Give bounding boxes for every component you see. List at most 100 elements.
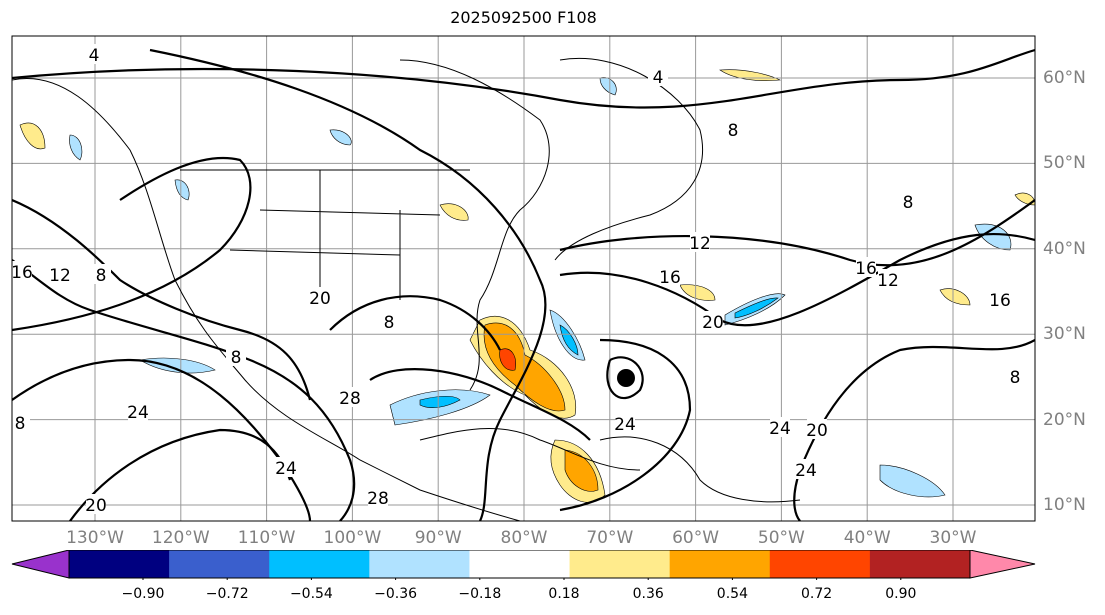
- longitude-label: 90°W: [414, 528, 462, 548]
- shaded-region: [1014, 192, 1035, 206]
- latitude-label: 10°N: [1043, 495, 1086, 515]
- colorbar: [11, 550, 1036, 580]
- contour-label: 8: [384, 313, 395, 333]
- contour-label: 24: [769, 419, 791, 439]
- colorbar-segment: [269, 550, 370, 578]
- longitude-label: 40°W: [843, 528, 891, 548]
- longitude-label: 100°W: [323, 528, 382, 548]
- contour-label-bg: [770, 417, 790, 437]
- shaded-region: [719, 69, 782, 81]
- shaded-region: [419, 395, 461, 409]
- contour-label: 20: [309, 289, 331, 309]
- contour-label-bg: [796, 459, 816, 479]
- shaded-region: [439, 203, 469, 221]
- longitude-label: 80°W: [500, 528, 548, 548]
- latitude-label: 30°N: [1043, 324, 1086, 345]
- latitude-label: 40°N: [1043, 238, 1086, 259]
- contour-label: 8: [231, 348, 242, 368]
- longitude-label: 30°W: [929, 528, 977, 548]
- latitude-label: 60°N: [1043, 68, 1086, 88]
- contour-label-bg: [615, 413, 635, 433]
- contour-label-bg: [226, 346, 246, 366]
- shaded-region: [329, 129, 352, 146]
- colorbar-segment: [69, 550, 170, 578]
- contour-label-bg: [340, 387, 360, 407]
- contour-label-bg: [379, 311, 399, 331]
- contour-label-bg: [84, 44, 104, 64]
- contour-label-bg: [648, 66, 668, 86]
- colorbar-segment: [769, 550, 871, 578]
- longitude-label: 110°W: [237, 528, 296, 548]
- contour-label: 8: [1010, 368, 1021, 388]
- geopotential-contours: [12, 48, 1035, 521]
- colorbar-tick-label: −0.54: [289, 586, 333, 602]
- shaded-region: [483, 322, 566, 412]
- shaded-region: [734, 297, 779, 319]
- contour-label-bg: [12, 261, 32, 281]
- longitude-label: 120°W: [151, 528, 210, 548]
- contour-label: 16: [855, 259, 877, 279]
- shaded-region: [19, 122, 46, 150]
- colorbar-segment: [169, 550, 270, 578]
- contour-label: 16: [659, 268, 681, 288]
- contour-label-bg: [1005, 366, 1025, 386]
- contour-label-bg: [50, 264, 70, 284]
- colorbar-tick-label: −0.18: [458, 586, 502, 602]
- coastlines: [12, 58, 801, 521]
- latitude-label: 20°N: [1043, 409, 1086, 430]
- colorbar-extend-low: [11, 550, 70, 579]
- contour-label-bg: [128, 401, 148, 421]
- contour-label: 12: [689, 234, 711, 254]
- contour-label-bg: [276, 457, 296, 477]
- longitude-label: 60°W: [672, 528, 720, 548]
- colorbar-segment: [669, 550, 771, 578]
- colorbar-tick-label: −0.36: [374, 586, 418, 602]
- contour-label: 20: [806, 421, 828, 441]
- shaded-region: [499, 348, 516, 371]
- map-frame: [11, 35, 1036, 522]
- contour-label-bg: [310, 287, 330, 307]
- contour-label: 16: [989, 291, 1011, 311]
- shaded-region: [599, 77, 617, 96]
- longitude-label: 70°W: [586, 528, 634, 548]
- colorbar-tick-label: 0.54: [716, 586, 748, 602]
- colorbar-segment: [369, 550, 470, 578]
- colorbar-tick-label: −0.90: [121, 586, 165, 602]
- contour-label-bg: [703, 311, 723, 331]
- colorbar-extend-high: [969, 550, 1036, 579]
- contour-label-bg: [91, 264, 111, 284]
- contour-label: 4: [653, 68, 664, 88]
- contour-label-bg: [990, 289, 1010, 309]
- contour-label: 20: [85, 496, 107, 516]
- colorbar-outline: [68, 550, 971, 579]
- shaded-region: [139, 357, 216, 374]
- contour-label: 12: [877, 271, 899, 291]
- contour-label: 16: [11, 263, 33, 283]
- contour-label: 20: [702, 313, 724, 333]
- shaded-region: [939, 288, 971, 306]
- contour-label: 8: [15, 414, 26, 434]
- contour-label-bg: [723, 119, 743, 139]
- contour-label-bg: [12, 412, 30, 432]
- contour-label-bg: [690, 232, 710, 252]
- latitude-label: 50°N: [1043, 153, 1086, 174]
- colorbar-segment: [569, 550, 671, 578]
- colorbar-tick-label: 0.18: [548, 586, 580, 602]
- colorbar-tick-label: −0.72: [205, 586, 249, 602]
- contour-label: 12: [49, 266, 71, 286]
- contour-label-bg: [660, 266, 680, 286]
- longitude-label: 130°W: [66, 528, 124, 548]
- shaded-region: [174, 179, 190, 201]
- shaded-region: [69, 134, 83, 161]
- contour-label-bg: [86, 494, 106, 514]
- contour-label: 8: [96, 266, 107, 286]
- shaded-region: [879, 464, 946, 498]
- contour-label: 28: [367, 489, 389, 509]
- contour-label: 8: [728, 121, 739, 141]
- contour-label-bg: [856, 257, 876, 277]
- contour-label: 24: [614, 415, 636, 435]
- map-title: 2025092500 F108: [450, 8, 597, 27]
- contour-label: 8: [903, 193, 914, 213]
